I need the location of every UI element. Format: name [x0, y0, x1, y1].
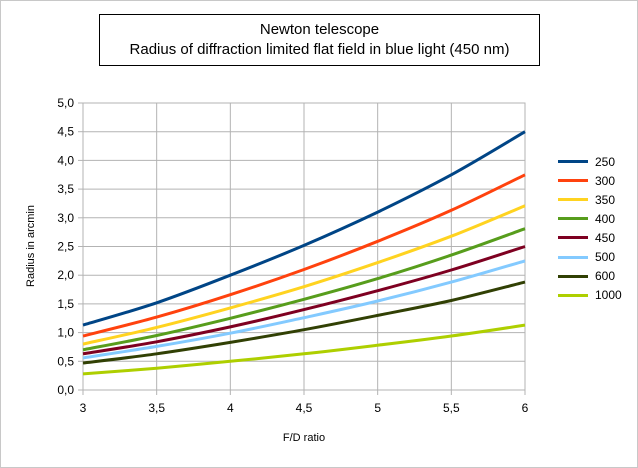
legend-label: 500 [595, 250, 616, 265]
legend-item-300: 300 [558, 171, 622, 190]
legend-item-500: 500 [558, 247, 622, 266]
y-tick-label: 1,0 [57, 326, 74, 340]
y-tick-label: 5,0 [57, 96, 74, 110]
x-axis-ticks: 3 3,5 4 4,5 5 5,5 6 [80, 401, 529, 415]
legend: 250 300 350 400 450 500 600 1000 [558, 152, 622, 305]
legend-item-400: 400 [558, 209, 622, 228]
y-axis-label: Radius in arcmin [25, 205, 37, 287]
x-tick-label: 4,5 [296, 401, 313, 415]
legend-swatch [558, 255, 588, 259]
legend-swatch [558, 179, 588, 183]
y-tick-label: 4,0 [57, 153, 74, 167]
legend-item-1000: 1000 [558, 286, 622, 305]
legend-label: 600 [595, 269, 616, 284]
series-lines [82, 130, 526, 376]
y-tick-label: 0,0 [57, 383, 74, 397]
series-line-350 [82, 204, 526, 346]
x-tick-label: 6 [522, 401, 529, 415]
x-tick-label: 5,5 [443, 401, 460, 415]
series-line-1000 [82, 323, 526, 376]
legend-label: 450 [595, 230, 616, 245]
y-tick-label: 3,0 [57, 211, 74, 225]
y-tick-label: 4,5 [57, 125, 74, 139]
legend-swatch [558, 160, 588, 164]
legend-label: 400 [595, 211, 616, 226]
series-line-400 [82, 227, 526, 352]
legend-label: 350 [595, 192, 616, 207]
x-tick-label: 3 [80, 401, 87, 415]
legend-item-450: 450 [558, 228, 622, 247]
chart-title-box: Newton telescope Radius of diffraction l… [99, 14, 540, 66]
y-tick-label: 2,0 [57, 268, 74, 282]
y-tick-label: 3,5 [57, 182, 74, 196]
legend-swatch [558, 217, 588, 221]
x-tick-label: 4 [227, 401, 234, 415]
legend-swatch [558, 236, 588, 240]
legend-swatch [558, 293, 588, 297]
legend-item-350: 350 [558, 190, 622, 209]
legend-item-250: 250 [558, 152, 622, 171]
y-tick-label: 1,5 [57, 297, 74, 311]
series-line-450 [82, 245, 526, 356]
series-line-500 [82, 259, 526, 360]
series-line-300 [82, 173, 526, 338]
x-tick-label: 5 [374, 401, 381, 415]
y-axis-ticks: 0,0 0,5 1,0 1,5 2,0 2,5 3,0 3,5 4,0 4,5 5,0 [57, 96, 74, 397]
y-tick-label: 2,5 [57, 240, 74, 254]
legend-swatch [558, 274, 588, 278]
x-axis-label: F/D ratio [283, 432, 325, 444]
legend-swatch [558, 198, 588, 202]
x-tick-label: 3,5 [148, 401, 165, 415]
y-tick-label: 0,5 [57, 354, 74, 368]
chart-subtitle: Radius of diffraction limited flat field… [129, 41, 510, 58]
legend-item-600: 600 [558, 267, 622, 286]
legend-label: 250 [595, 154, 616, 169]
series-line-250 [82, 130, 526, 327]
series-line-600 [82, 280, 526, 365]
legend-label: 300 [595, 173, 616, 188]
chart-title: Newton telescope [259, 21, 380, 38]
legend-label: 1000 [595, 288, 622, 303]
